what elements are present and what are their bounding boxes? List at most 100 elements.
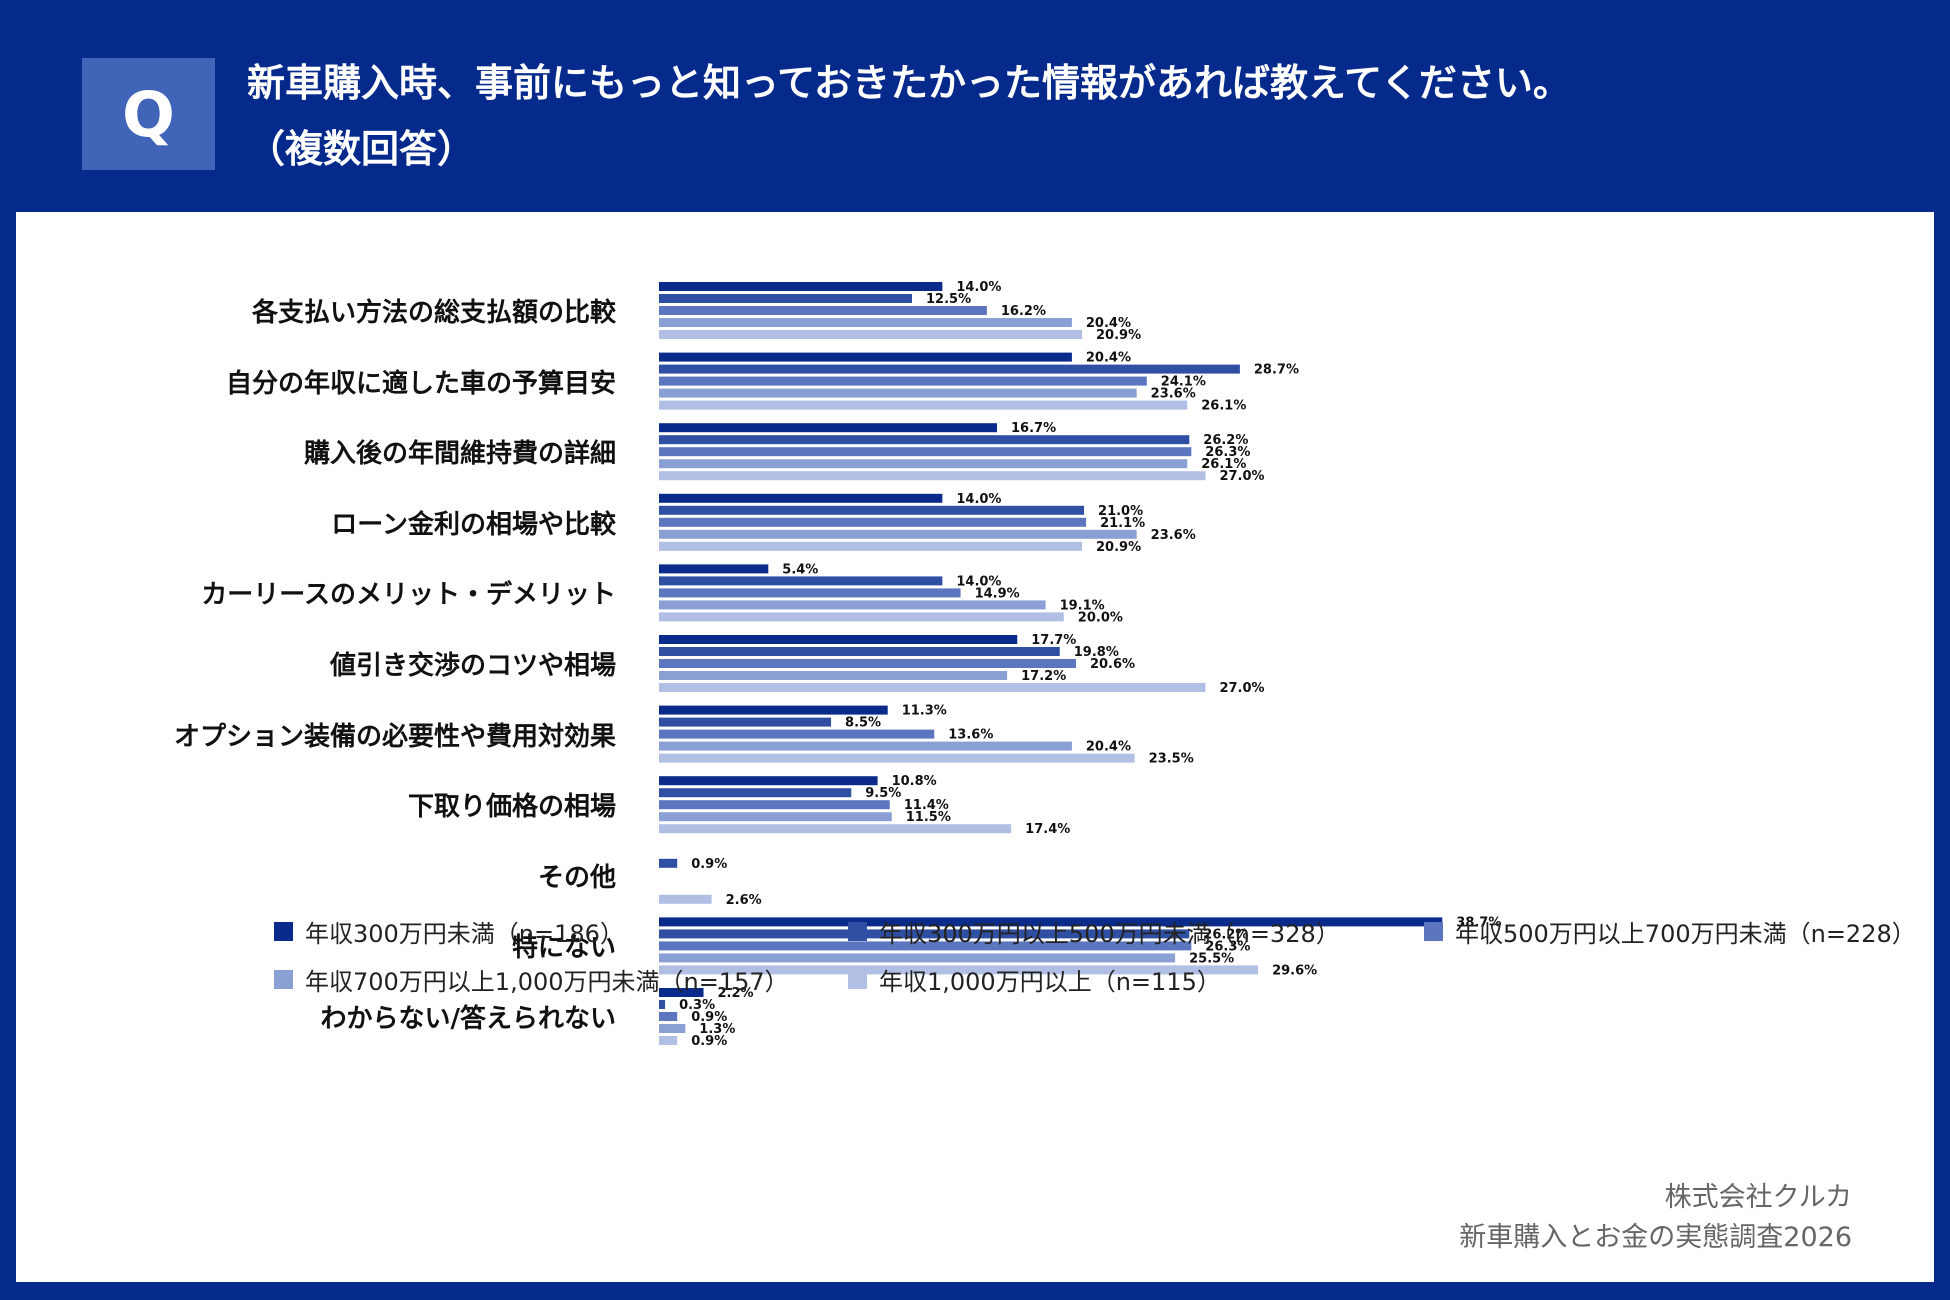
bar [659,776,878,786]
bar [659,824,1012,834]
legend-swatch [848,922,867,941]
data-label: 20.9% [1096,328,1141,343]
legend-item: 年収300万円未満（n=186） [274,914,624,949]
data-label: 9.5% [865,786,901,801]
bar [659,471,1206,481]
data-label: 2.2% [718,986,754,1001]
legend-item: 年収700万円以上1,000万円未満（n=157） [274,962,789,997]
category-label: その他 [537,862,616,893]
data-label: 26.2% [1203,927,1248,942]
category-label: 特にない [511,933,616,964]
data-label: 20.9% [1096,540,1141,555]
question-title: 新車購入時、事前にもっと知っておきたかった情報があれば教えてください。 （複数回… [247,50,1571,182]
bar [659,1024,686,1033]
bar [659,671,1008,680]
data-label: 27.0% [1219,469,1264,484]
legend-item: 年収300万円以上500万円未満（n=328） [848,914,1340,949]
data-label: 8.5% [845,716,881,731]
category-label: 自分の年収に適した車の予算目安 [225,368,616,399]
legend-swatch [274,922,293,941]
bar [659,741,1072,751]
bar [659,517,1087,527]
source-survey: 新車購入とお金の実態調査2026 [1459,1222,1852,1253]
bar [659,894,712,904]
source-company: 株式会社クルカ [1664,1182,1852,1213]
bar [659,1000,666,1009]
legend-swatch [848,970,867,989]
bar [659,717,832,727]
data-label: 13.6% [948,728,993,743]
data-label: 21.1% [1100,516,1145,531]
bar [659,576,943,586]
data-label: 20.0% [1078,610,1123,625]
data-label: 2.6% [726,893,762,908]
legend-label: 年収300万円以上500万円未満（n=328） [879,920,1340,948]
bar [659,659,1076,668]
data-label: 38.7% [1456,915,1501,930]
data-label: 17.7% [1031,633,1076,648]
bar [659,330,1083,339]
data-label: 14.0% [956,574,1001,589]
data-label: 17.2% [1021,669,1066,684]
data-label: 10.8% [892,774,937,789]
bar [659,364,1240,374]
data-label: 28.7% [1254,363,1299,378]
bar [659,929,1190,939]
category-label: 下取り価格の相場 [407,792,616,823]
data-label: 23.6% [1151,528,1196,543]
bar [659,729,935,739]
category-label: ローン金利の相場や比較 [331,509,616,540]
data-label: 11.5% [906,810,951,825]
category-label: わからない/答えられない [320,1004,617,1034]
bar [659,564,769,574]
bar [659,447,1192,457]
legend-label: 年収300万円未満（n=186） [305,920,624,948]
category-label: 各支払い方法の総支払額の比較 [251,298,616,328]
bar [659,376,1147,386]
data-label: 20.4% [1086,740,1131,755]
bar [659,493,943,503]
question-line-1: 新車購入時、事前にもっと知っておきたかった情報があれば教えてください。 [247,61,1571,105]
category-label: 値引き交渉のコツや相場 [329,651,616,681]
bar [659,600,1046,610]
bar [659,306,987,315]
data-label: 1.3% [699,1022,735,1037]
bar [659,683,1206,692]
category-label: オプション装備の必要性や費用対効果 [173,721,616,752]
data-label: 0.9% [691,1034,727,1049]
data-label: 11.4% [904,798,949,813]
data-label: 26.3% [1205,445,1250,460]
legend-label: 年収500万円以上700万円未満（n=228） [1455,920,1916,948]
data-label: 23.6% [1151,387,1196,402]
data-label: 16.7% [1011,421,1056,436]
data-label: 29.6% [1272,963,1317,978]
bar [659,1012,678,1021]
bar [659,788,852,798]
bar [659,800,890,810]
data-label: 26.1% [1201,399,1246,414]
data-label: 14.0% [956,492,1001,507]
data-label: 19.1% [1060,598,1105,613]
bar [659,505,1085,515]
bar [659,941,1192,951]
data-label: 26.3% [1205,939,1250,954]
bar [659,318,1072,327]
bar [659,400,1188,410]
bar [659,388,1137,398]
data-label: 0.3% [679,998,715,1013]
legend-item: 年収1,000万円以上（n=115） [848,962,1221,997]
bar [659,588,961,598]
data-label: 27.0% [1219,681,1264,696]
data-label: 14.0% [956,280,1001,295]
bar [659,423,998,433]
bar [659,988,704,997]
question-badge: Q [82,58,215,170]
legend-swatch [274,970,293,989]
data-label: 21.0% [1098,504,1143,519]
bar [659,1036,678,1045]
bar [659,953,1176,963]
chart-panel: 14.0% 12.5% 16.2% 20.4% 20.9% 20.4% 28.7% 24.1%… [16,212,1934,1282]
bar [659,753,1135,763]
data-label: 11.3% [902,704,947,719]
bar [659,435,1190,445]
